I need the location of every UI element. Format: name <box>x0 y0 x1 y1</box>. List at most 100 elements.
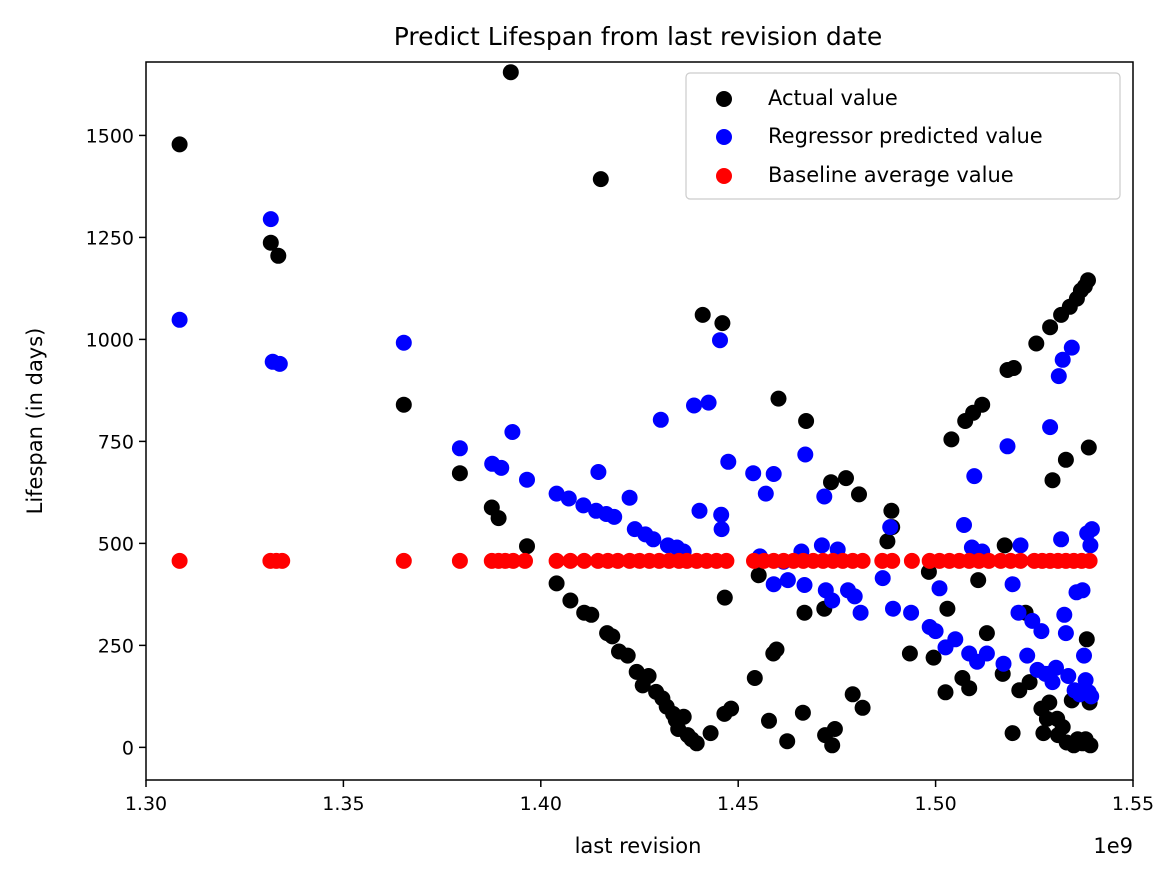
data-point-baseline <box>903 552 920 569</box>
data-point-regressor <box>966 468 983 485</box>
data-point-actual <box>1028 335 1045 352</box>
data-point-regressor <box>606 508 623 525</box>
data-point-actual <box>901 645 918 662</box>
data-point-actual <box>879 533 896 550</box>
data-point-actual <box>1080 439 1097 456</box>
data-point-regressor <box>1083 688 1100 705</box>
data-point-actual <box>1057 451 1074 468</box>
data-point-actual <box>583 606 600 623</box>
data-point-actual <box>694 306 711 323</box>
y-tick-label: 500 <box>98 533 134 555</box>
data-point-actual <box>490 510 507 527</box>
data-point-regressor <box>686 397 702 414</box>
data-point-regressor <box>947 631 964 648</box>
y-tick-label: 1250 <box>86 227 134 249</box>
data-point-regressor <box>999 438 1016 455</box>
data-point-actual <box>779 733 796 750</box>
y-tick-label: 1500 <box>86 125 134 147</box>
plot-frame <box>145 61 1134 781</box>
data-point-regressor <box>1048 659 1064 676</box>
data-point-regressor <box>1054 351 1071 368</box>
data-point-regressor <box>590 464 607 480</box>
data-point-actual <box>1042 319 1059 336</box>
data-point-regressor <box>1063 339 1080 356</box>
x-tick-label: 1.45 <box>717 793 759 815</box>
data-point-actual <box>798 413 815 429</box>
data-point-actual <box>716 589 733 606</box>
data-point-regressor <box>621 489 638 506</box>
data-point-regressor <box>1053 531 1070 548</box>
data-point-actual <box>761 712 777 729</box>
data-point-regressor <box>1060 668 1077 684</box>
data-point-actual <box>548 575 565 592</box>
data-point-regressor <box>645 531 662 548</box>
legend-marker-regressor <box>716 129 732 145</box>
data-point-regressor <box>765 576 782 593</box>
data-point-regressor <box>1024 612 1041 629</box>
data-point-baseline <box>171 552 188 569</box>
data-point-actual <box>723 700 740 717</box>
data-point-regressor <box>1044 674 1061 691</box>
data-point-actual <box>838 470 854 487</box>
data-point-regressor <box>493 459 510 476</box>
data-point-baseline <box>854 552 871 569</box>
data-point-actual <box>1035 725 1052 742</box>
data-point-regressor <box>797 446 814 463</box>
data-point-actual <box>996 537 1013 554</box>
data-point-actual <box>640 668 657 684</box>
data-point-baseline <box>274 552 291 569</box>
data-point-regressor <box>931 580 948 597</box>
data-point-actual <box>1021 674 1038 691</box>
data-point-actual <box>823 474 839 491</box>
x-tick-label: 1.35 <box>322 793 364 815</box>
data-point-baseline <box>576 552 593 569</box>
data-point-regressor <box>796 577 813 593</box>
data-point-regressor <box>1056 606 1073 623</box>
data-point-actual <box>978 625 995 642</box>
data-point-actual <box>604 628 621 645</box>
data-point-actual <box>854 699 871 716</box>
x-tick-label: 1.55 <box>1112 793 1154 815</box>
x-tick-label: 1.50 <box>914 793 956 815</box>
data-point-actual <box>619 647 636 664</box>
points-layer <box>171 64 1100 754</box>
data-point-baseline <box>884 552 901 569</box>
data-point-actual <box>562 592 579 609</box>
y-axis: 0 250 500 750 1000 1250 1500 <box>86 125 146 759</box>
data-point-regressor <box>713 521 730 538</box>
x-axis: 1.30 1.35 1.40 1.45 1.50 1.55 <box>125 780 1154 815</box>
data-point-actual <box>796 604 813 621</box>
data-point-regressor <box>1082 537 1099 554</box>
legend-label-regressor: Regressor predicted value <box>768 124 1043 148</box>
data-point-regressor <box>713 506 730 523</box>
data-point-regressor <box>171 311 188 328</box>
data-point-regressor <box>451 440 468 457</box>
data-point-regressor <box>395 334 412 351</box>
y-tick-label: 250 <box>98 635 134 657</box>
data-point-regressor <box>560 490 577 507</box>
data-point-actual <box>1044 472 1061 489</box>
data-point-regressor <box>846 588 863 605</box>
x-tick-label: 1.30 <box>125 793 167 815</box>
data-point-regressor <box>927 623 944 640</box>
data-point-actual <box>824 737 841 754</box>
data-point-actual <box>925 649 942 666</box>
legend-marker-actual <box>716 91 732 107</box>
data-point-actual <box>937 684 954 701</box>
data-point-actual <box>675 708 692 725</box>
data-point-regressor <box>1042 419 1059 436</box>
data-point-regressor <box>956 517 972 533</box>
legend-label-baseline: Baseline average value <box>768 163 1014 187</box>
data-point-baseline <box>1081 552 1098 569</box>
data-point-regressor <box>882 519 899 536</box>
data-point-regressor <box>1050 368 1067 385</box>
data-point-regressor <box>779 572 796 589</box>
data-point-regressor <box>504 424 521 440</box>
chart-title: Predict Lifespan from last revision date <box>394 22 883 51</box>
data-point-regressor <box>1010 604 1027 621</box>
data-point-regressor <box>519 471 535 488</box>
data-point-baseline <box>395 552 412 569</box>
data-point-actual <box>768 641 785 658</box>
data-point-regressor <box>271 355 288 372</box>
data-point-actual <box>688 735 705 752</box>
